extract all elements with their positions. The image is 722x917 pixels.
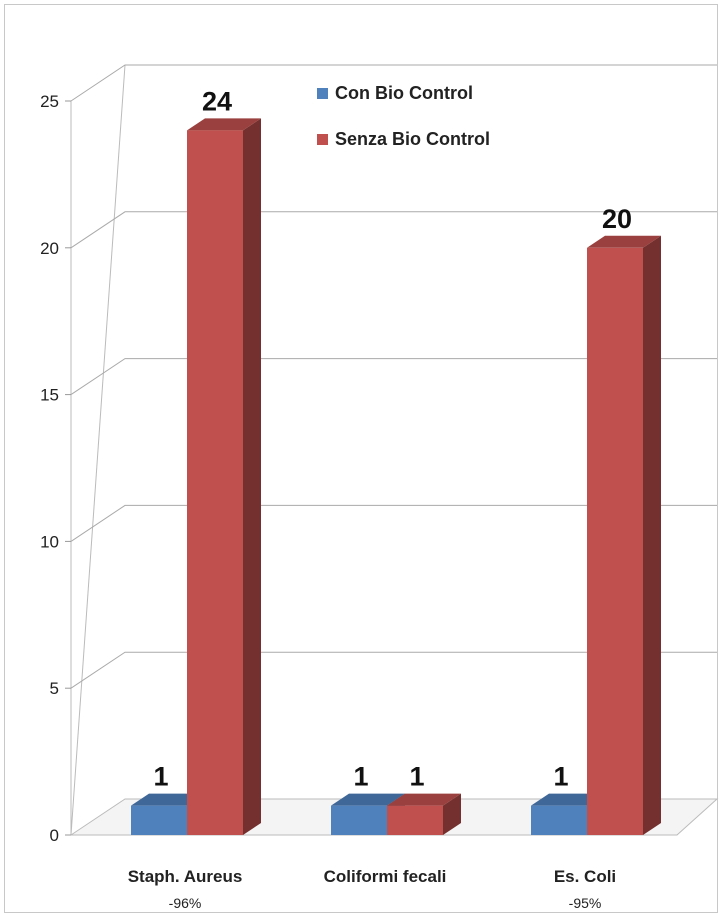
gridline xyxy=(70,211,717,249)
bar xyxy=(387,793,461,835)
bar-front xyxy=(387,805,443,835)
bar-front xyxy=(531,805,587,835)
bar-top xyxy=(387,793,461,806)
bar-side xyxy=(643,235,661,836)
category-label: Es. Coli xyxy=(554,867,616,886)
gridline xyxy=(70,504,717,542)
data-label: 1 xyxy=(409,762,424,792)
data-labels: 1 24 1 1 1 20 xyxy=(153,86,632,791)
gridline xyxy=(70,64,717,102)
chart-frame: 0 5 10 15 20 25 1 24 1 1 1 20 Staph. Aureus -96% Col… xyxy=(4,4,719,913)
category-label: Coliformi fecali xyxy=(324,867,447,886)
data-label: 1 xyxy=(353,762,368,792)
bar-front xyxy=(131,805,187,835)
bar-top xyxy=(131,793,205,806)
wall-edge xyxy=(70,64,126,836)
category-label: Staph. Aureus xyxy=(128,867,243,886)
y-tick-label: 20 xyxy=(40,239,59,258)
bar-side xyxy=(243,118,261,836)
y-tick-label: 25 xyxy=(40,92,59,111)
x-axis-labels: Staph. Aureus -96% Coliformi fecali Es. Col… xyxy=(128,867,616,911)
y-tick-label: 5 xyxy=(50,679,59,698)
legend-swatch xyxy=(317,88,328,99)
bar xyxy=(187,118,261,836)
bar-front xyxy=(331,805,387,835)
gridline xyxy=(70,358,717,396)
gridline xyxy=(70,651,717,689)
bar xyxy=(587,235,661,836)
bar-top xyxy=(531,793,605,806)
bar-front xyxy=(587,247,643,836)
y-tick-label: 10 xyxy=(40,532,59,551)
y-axis-ticks: 0 5 10 15 20 25 xyxy=(40,92,71,845)
bar-top xyxy=(331,793,405,806)
data-label: 24 xyxy=(202,86,232,116)
bar-side xyxy=(443,793,461,835)
bar-front xyxy=(187,130,243,836)
data-label: 20 xyxy=(602,204,632,234)
bar-top xyxy=(587,235,661,248)
legend-swatch xyxy=(317,134,328,145)
data-label: 1 xyxy=(553,762,568,792)
category-sublabel: -95% xyxy=(569,895,602,911)
y-tick-label: 0 xyxy=(50,826,59,845)
legend-label: Con Bio Control xyxy=(335,83,473,103)
legend: Con Bio Control Senza Bio Control xyxy=(317,83,490,149)
category-sublabel: -96% xyxy=(169,895,202,911)
gridlines xyxy=(70,64,717,689)
bars xyxy=(131,118,661,836)
bar-top xyxy=(187,118,261,131)
y-tick-label: 15 xyxy=(40,386,59,405)
legend-label: Senza Bio Control xyxy=(335,129,490,149)
bar-chart: 0 5 10 15 20 25 1 24 1 1 1 20 Staph. Aureus -96% Col… xyxy=(40,64,719,911)
data-label: 1 xyxy=(153,762,168,792)
